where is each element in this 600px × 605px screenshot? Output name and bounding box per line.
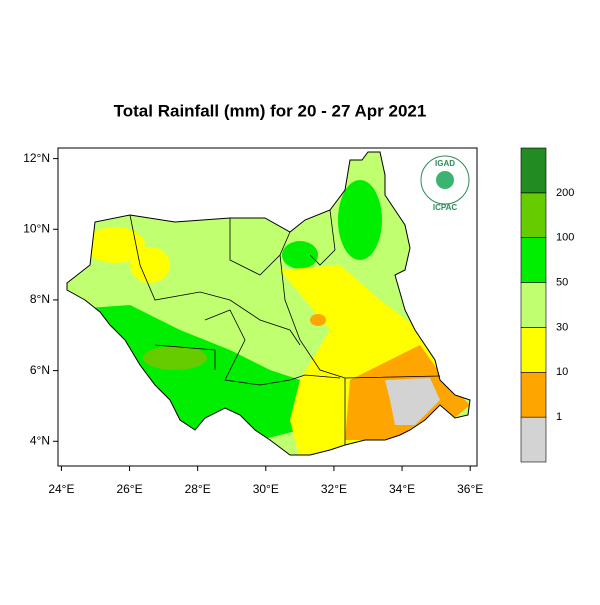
color-box [520, 237, 547, 283]
colorbar-label: 10 [556, 366, 568, 378]
color-box [520, 416, 547, 463]
y-tick-label: 12°N [23, 151, 50, 165]
color-box [520, 327, 547, 373]
x-tick-label: 30°E [253, 482, 279, 496]
y-tick-label: 4°N [30, 433, 50, 447]
logo-top: IGAD [435, 159, 455, 168]
colorbar-label: 200 [556, 187, 574, 199]
x-tick-label: 26°E [116, 482, 142, 496]
color-box [520, 192, 547, 239]
x-tick-label: 34°E [389, 482, 415, 496]
x-tick-label: 28°E [185, 482, 211, 496]
x-tick-label: 32°E [321, 482, 347, 496]
colorbar-label: 1 [556, 411, 562, 423]
colorbar-label: 50 [556, 276, 568, 288]
title: Total Rainfall (mm) for 20 - 27 Apr 2021 [114, 101, 427, 120]
color-box [520, 147, 547, 194]
colorbar-label: 30 [556, 321, 568, 333]
y-tick-label: 8°N [30, 292, 50, 306]
color-box [520, 282, 547, 328]
y-tick-label: 6°N [30, 363, 50, 377]
logo-bottom: ICPAC [433, 203, 458, 212]
state-borders [129, 209, 441, 445]
y-tick-label: 10°N [23, 221, 50, 235]
colorbar-label: 100 [556, 232, 574, 244]
x-tick-label: 36°E [457, 482, 483, 496]
logo: IGAD ICPAC [420, 155, 470, 212]
color-box [520, 371, 547, 418]
x-tick-label: 24°E [48, 482, 74, 496]
